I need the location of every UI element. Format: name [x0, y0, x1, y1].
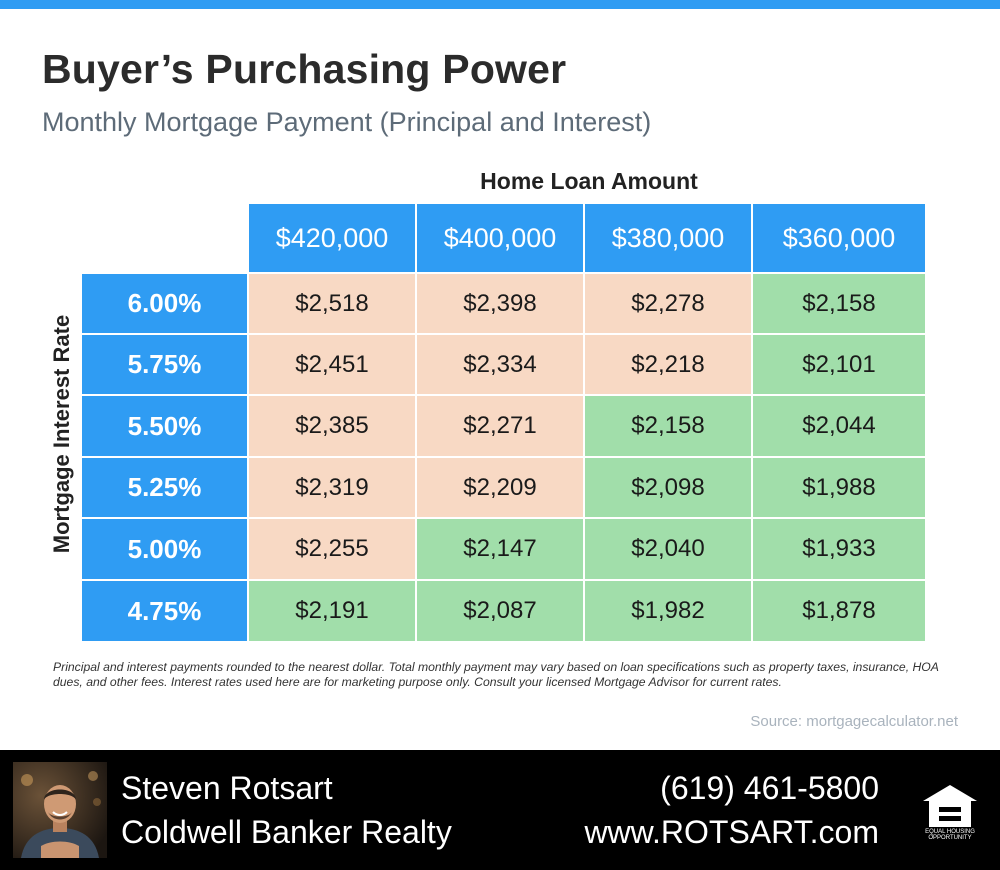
payment-cell: $2,087 [417, 581, 585, 643]
payment-cell: $2,334 [417, 335, 585, 396]
source-credit: Source: mortgagecalculator.net [750, 713, 958, 730]
agent-photo [13, 762, 107, 858]
payment-cell: $1,988 [753, 458, 927, 519]
disclaimer-text: Principal and interest payments rounded … [53, 660, 939, 689]
loan-amount-header: $400,000 [417, 204, 585, 274]
loan-amount-header: $420,000 [249, 204, 417, 274]
column-group-label: Home Loan Amount [480, 168, 698, 194]
payment-cell: $2,278 [585, 274, 753, 335]
interest-rate-header: 5.25% [82, 458, 249, 519]
payment-cell: $2,191 [249, 581, 417, 643]
page-subtitle: Monthly Mortgage Payment (Principal and … [42, 107, 652, 137]
page-title: Buyer’s Purchasing Power [42, 46, 567, 92]
row-group-label: Mortgage Interest Rate [49, 314, 74, 554]
payment-cell: $1,878 [753, 581, 927, 643]
payment-cell: $1,982 [585, 581, 753, 643]
payment-cell: $2,040 [585, 519, 753, 581]
payment-cell: $2,518 [249, 274, 417, 335]
agent-company: Coldwell Banker Realty [121, 814, 452, 850]
payment-cell: $2,098 [585, 458, 753, 519]
agent-phone[interactable]: (619) 461-5800 [660, 770, 879, 806]
payment-cell: $2,255 [249, 519, 417, 581]
payment-cell: $2,398 [417, 274, 585, 335]
payment-cell: $2,158 [753, 274, 927, 335]
equal-housing-icon [919, 783, 981, 841]
payment-cell: $1,933 [753, 519, 927, 581]
payment-cell: $2,319 [249, 458, 417, 519]
payment-cell: $2,147 [417, 519, 585, 581]
interest-rate-header: 5.00% [82, 519, 249, 581]
payment-cell: $2,451 [249, 335, 417, 396]
payment-cell: $2,271 [417, 396, 585, 458]
payment-cell: $2,209 [417, 458, 585, 519]
interest-rate-header: 4.75% [82, 581, 249, 643]
interest-rate-header: 6.00% [82, 274, 249, 335]
agent-footer: Steven Rotsart Coldwell Banker Realty (6… [0, 750, 1000, 870]
loan-amount-header: $380,000 [585, 204, 753, 274]
equal-housing-label: EQUAL HOUSING OPPORTUNITY [925, 829, 975, 841]
payment-cell: $2,218 [585, 335, 753, 396]
payment-cell: $2,385 [249, 396, 417, 458]
interest-rate-header: 5.50% [82, 396, 249, 458]
payment-table: $420,000 $400,000 $380,000 $360,000 6.00… [82, 204, 927, 643]
top-accent-bar [0, 0, 1000, 9]
agent-website-link[interactable]: www.ROTSART.com [584, 814, 879, 850]
interest-rate-header: 5.75% [82, 335, 249, 396]
loan-amount-header: $360,000 [753, 204, 927, 274]
payment-cell: $2,158 [585, 396, 753, 458]
payment-cell: $2,101 [753, 335, 927, 396]
agent-name: Steven Rotsart [121, 770, 333, 806]
payment-cell: $2,044 [753, 396, 927, 458]
table-corner [82, 204, 249, 274]
